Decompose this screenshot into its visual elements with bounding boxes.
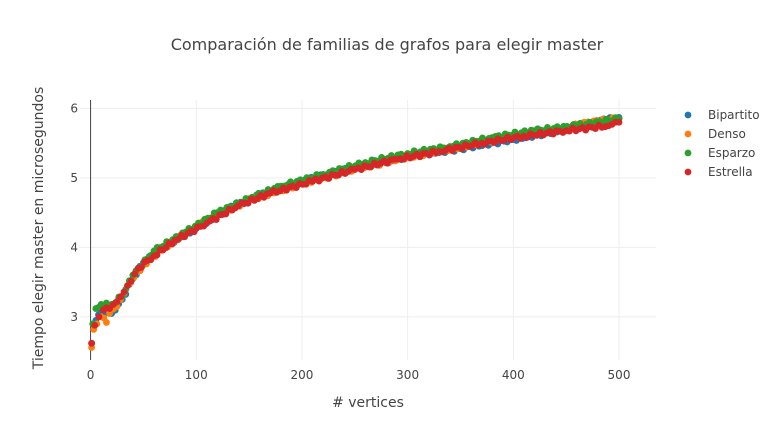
series-estrella bbox=[88, 118, 623, 347]
legend-marker bbox=[684, 111, 692, 119]
data-point bbox=[95, 313, 103, 321]
data-point bbox=[222, 210, 230, 218]
legend-item-esparzo[interactable]: Esparzo bbox=[684, 146, 756, 160]
x-tick-label: 200 bbox=[290, 368, 313, 382]
legend-marker bbox=[684, 168, 692, 176]
legend[interactable]: Bipartito Denso Esparzo Estrella bbox=[684, 108, 760, 179]
x-axis-ticks: 0 100 200 300 400 500 bbox=[87, 368, 631, 382]
y-axis-title: Tiempo elegir master en microsegundos bbox=[31, 87, 47, 371]
data-point bbox=[103, 319, 110, 326]
data-point bbox=[127, 277, 135, 285]
y-tick-label: 6 bbox=[70, 101, 78, 115]
x-tick-label: 100 bbox=[185, 368, 208, 382]
series-bipartito bbox=[88, 113, 623, 347]
data-point bbox=[153, 251, 161, 259]
x-tick-label: 400 bbox=[502, 368, 525, 382]
legend-item-estrella[interactable]: Estrella bbox=[684, 165, 753, 179]
x-axis-title: # vertices bbox=[332, 395, 404, 411]
legend-label: Denso bbox=[708, 127, 746, 141]
data-point bbox=[137, 264, 145, 271]
x-tick-label: 300 bbox=[396, 368, 419, 382]
data-point bbox=[113, 298, 121, 306]
gridlines bbox=[80, 100, 656, 360]
x-tick-label: 0 bbox=[87, 368, 95, 382]
legend-label: Bipartito bbox=[708, 108, 760, 122]
y-tick-label: 4 bbox=[70, 240, 78, 254]
legend-label: Estrella bbox=[708, 165, 753, 179]
y-tick-label: 3 bbox=[70, 310, 78, 324]
data-point bbox=[117, 293, 124, 301]
data-point bbox=[91, 321, 99, 329]
y-axis-ticks: 3 4 5 6 bbox=[70, 101, 78, 324]
y-tick-label: 5 bbox=[70, 171, 78, 185]
data-point bbox=[88, 339, 96, 347]
legend-item-denso[interactable]: Denso bbox=[684, 127, 746, 141]
legend-marker bbox=[684, 149, 692, 157]
data-point bbox=[131, 270, 139, 278]
chart-title: Comparación de familias de grafos para e… bbox=[171, 35, 604, 54]
data-point bbox=[120, 288, 128, 296]
legend-label: Esparzo bbox=[708, 146, 755, 160]
data-point bbox=[615, 118, 623, 126]
legend-marker bbox=[684, 130, 692, 138]
x-tick-label: 500 bbox=[608, 368, 631, 382]
series-esparzo bbox=[89, 114, 623, 328]
legend-item-bipartito[interactable]: Bipartito bbox=[684, 108, 760, 122]
series-denso bbox=[88, 114, 623, 351]
data-points bbox=[88, 113, 623, 351]
